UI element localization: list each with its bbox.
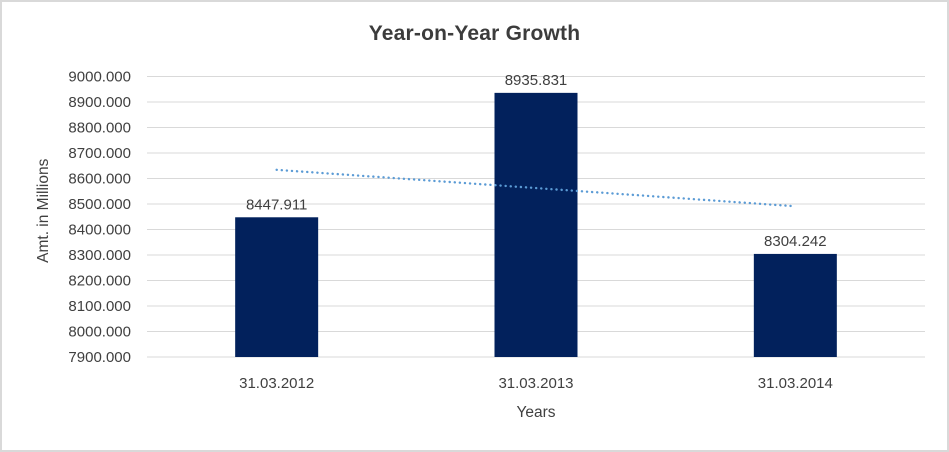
y-tick-label: 8400.000: [68, 222, 131, 239]
chart-title: Year-on-Year Growth: [368, 22, 581, 45]
y-tick-label: 8700.000: [68, 145, 131, 162]
x-tick-label: 31.03.2014: [758, 375, 833, 392]
x-tick-label: 31.03.2012: [239, 375, 314, 392]
y-tick-label: 8300.000: [68, 247, 131, 264]
data-label: 8304.242: [764, 233, 827, 250]
y-tick-label: 8800.000: [68, 120, 131, 137]
y-tick-label: 8500.000: [68, 196, 131, 213]
data-label: 8447.911: [246, 196, 307, 213]
trendline: [275, 168, 797, 208]
data-label: 8935.831: [505, 72, 568, 89]
x-tick-label: 31.03.2013: [498, 375, 573, 392]
y-tick-label: 8200.000: [68, 273, 131, 290]
y-tick-label: 8100.000: [68, 298, 131, 315]
y-axis-title: Amt. in Millions: [35, 158, 52, 262]
y-tick-label: 9000.000: [68, 69, 131, 86]
bar: [753, 253, 837, 357]
y-tick-label: 8000.000: [68, 324, 131, 341]
x-axis-title: Years: [516, 404, 555, 421]
y-tick-label: 8900.000: [68, 94, 131, 111]
y-tick-label: 7900.000: [68, 349, 131, 366]
bar: [235, 217, 319, 357]
bar: [494, 92, 578, 357]
y-tick-label: 8600.000: [68, 171, 131, 188]
